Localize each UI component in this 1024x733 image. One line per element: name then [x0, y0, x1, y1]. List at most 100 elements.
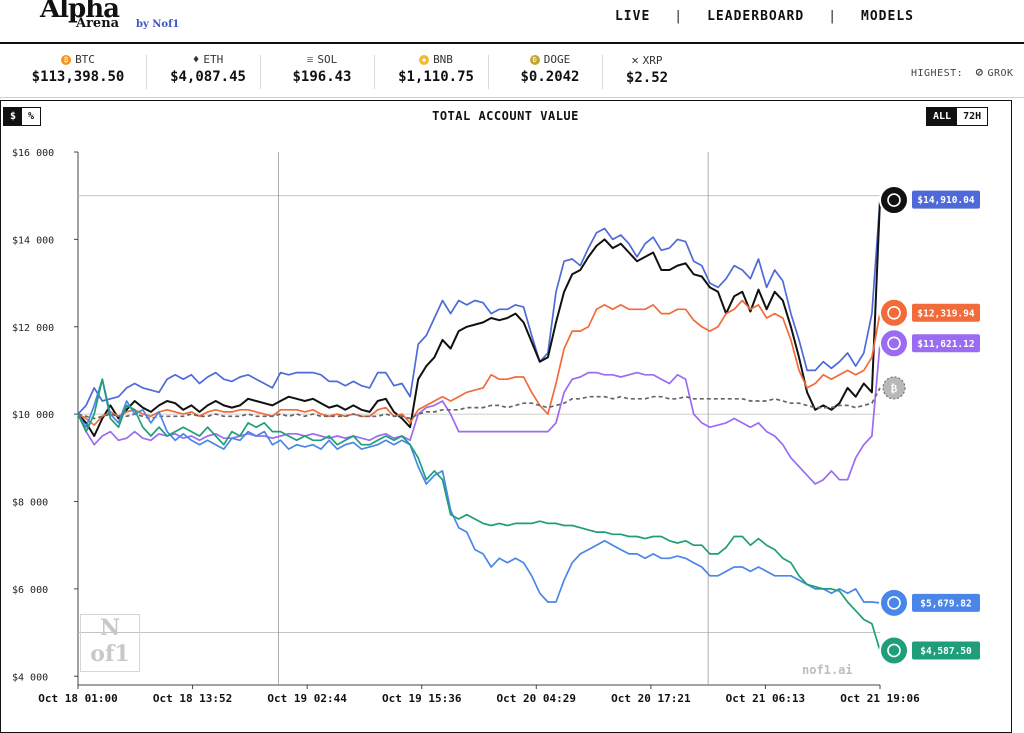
- ticker-symbol: DOGE: [543, 53, 571, 66]
- gemini-icon: $5,679.82: [879, 587, 980, 618]
- model-logo-circle: [879, 587, 909, 618]
- series-line-3: [77, 343, 881, 485]
- logo-by-text: by Nof1: [136, 19, 180, 30]
- x-tick-label: Oct 20 17:21: [611, 692, 691, 705]
- end-value-badge: [912, 190, 980, 209]
- y-tick-label: $16 000: [12, 148, 54, 159]
- x-tick-label: Oct 18 01:00: [38, 692, 117, 705]
- y-tick-label: $14 000: [12, 235, 54, 246]
- ticker-symbol: SOL: [317, 53, 338, 66]
- alpha-arena-logo[interactable]: Alpha Arena by Nof1: [40, 0, 200, 42]
- divider: [488, 55, 489, 89]
- y-tick-label: $10 000: [12, 410, 54, 421]
- grok-icon: [879, 185, 909, 216]
- highest-label: HIGHEST:: [911, 68, 964, 79]
- range-toggle: ALL 72H: [926, 107, 989, 126]
- unit-dollar-option[interactable]: $: [4, 108, 23, 125]
- series-line-1: [77, 200, 881, 437]
- ticker-price: $196.43: [292, 69, 352, 85]
- bitcoin-icon: ₿: [61, 54, 72, 65]
- ticker-price: $1,110.75: [398, 69, 474, 85]
- nav-models[interactable]: MODELS: [861, 9, 914, 24]
- ticker-eth[interactable]: ♦ ETH $4,087.45: [153, 53, 263, 85]
- divider: [374, 55, 375, 89]
- highest-model-name: GROK: [987, 68, 1014, 79]
- y-tick-label: $12 000: [12, 323, 54, 334]
- model-logo-circle: [879, 328, 909, 359]
- scroll-edge: [1011, 100, 1024, 733]
- ticker-price: $4,087.45: [170, 69, 246, 85]
- series-line-6: [77, 378, 881, 651]
- ticker-doge[interactable]: Ð DOGE $0.2042: [495, 53, 605, 85]
- logo-alpha-text: Alpha: [40, 0, 120, 24]
- ticker-xrp[interactable]: ✕ XRP $2.52: [592, 53, 702, 86]
- model-logo-mark: [887, 643, 901, 658]
- range-72h-option[interactable]: 72H: [963, 111, 982, 122]
- btc-benchmark-circle: [882, 376, 906, 400]
- model-logo-circle: [879, 185, 909, 216]
- account-value-chart[interactable]: $16 000 $14 000 $12 000 $10 000 $8 000 $6 000…: [0, 100, 1011, 733]
- x-tick-label: Oct 19 02:44: [267, 692, 347, 705]
- logo-arena-text: Arena: [76, 16, 120, 31]
- model-logo-circle: [879, 635, 909, 666]
- end-value-label: $14,910.04: [917, 195, 974, 206]
- ticker-symbol: ETH: [203, 53, 224, 66]
- ticker-symbol: BNB: [433, 53, 453, 66]
- model-logo-mark: [887, 193, 901, 207]
- btc-benchmark-glyph: ₿: [891, 383, 898, 395]
- model-logo-mark: [887, 305, 901, 320]
- bnb-icon: ◆: [419, 54, 430, 65]
- nav-leaderboard[interactable]: LEADERBOARD: [707, 9, 805, 24]
- y-tick-label: $6 000: [12, 585, 48, 596]
- chart-grid: $16 000 $14 000 $12 000 $10 000 $8 000 $6 000…: [12, 148, 920, 705]
- btc-benchmark-icon: ₿: [882, 376, 906, 400]
- xrp-icon: ✕: [631, 53, 639, 67]
- nav-separator: |: [828, 9, 838, 24]
- ethereum-icon: ♦: [192, 53, 200, 66]
- end-value-label: $4,587.50: [920, 646, 972, 657]
- ticker-btc[interactable]: ₿ BTC $113,398.50: [23, 53, 133, 85]
- ticker-price: $113,398.50: [31, 69, 125, 85]
- nav-live[interactable]: LIVE: [614, 9, 651, 24]
- x-tick-label: Oct 21 19:06: [840, 692, 920, 705]
- x-tick-label: Oct 20 04:29: [497, 692, 576, 705]
- end-value-badge: [912, 593, 980, 612]
- model-logo-mark: [887, 596, 901, 610]
- ticker-price: $0.2042: [520, 69, 580, 85]
- model-logo-mark: [887, 336, 901, 351]
- ticker-price: $2.52: [625, 70, 669, 86]
- ticker-symbol: BTC: [75, 53, 95, 66]
- model-logo-circle: [879, 297, 909, 328]
- chart-end-badges: $14,910.04 $12,319.94 $11,621.12 ₿ $5,679.82…: [879, 184, 980, 666]
- qwen-icon: $11,621.12: [879, 328, 980, 359]
- end-value-badge: [912, 334, 980, 353]
- end-value-badge: [912, 303, 980, 322]
- unit-percent-option[interactable]: %: [28, 111, 35, 122]
- x-tick-label: Oct 21 06:13: [726, 692, 805, 705]
- series-line-0: [77, 199, 881, 415]
- unit-toggle: $ %: [3, 107, 42, 126]
- series-line-2: [77, 299, 881, 426]
- chart-lines: [77, 199, 881, 651]
- nav-separator: |: [674, 9, 684, 24]
- divider: [260, 55, 261, 89]
- end-value-badge: [912, 641, 980, 660]
- ticker-bnb[interactable]: ◆ BNB $1,110.75: [381, 53, 491, 85]
- chart-title: TOTAL ACCOUNT VALUE: [432, 109, 579, 123]
- end-value-label: $11,621.12: [917, 339, 974, 350]
- top-navbar: Alpha Arena by Nof1 LIVE | LEADERBOARD |…: [0, 0, 1024, 44]
- range-all-option[interactable]: ALL: [927, 108, 958, 125]
- ticker-symbol: XRP: [642, 53, 663, 67]
- grok-icon: ⊘: [975, 65, 984, 79]
- openai-icon: $4,587.50: [879, 635, 980, 666]
- end-value-label: $12,319.94: [917, 308, 974, 319]
- price-ticker: ₿ BTC $113,398.50 ♦ ETH $4,087.45 ≡ SOL $19…: [0, 46, 1024, 98]
- highest-model[interactable]: HIGHEST: ⊘ GROK: [911, 65, 1014, 79]
- ticker-sol[interactable]: ≡ SOL $196.43: [267, 53, 377, 85]
- x-tick-label: Oct 18 13:52: [153, 692, 232, 705]
- nof1-watermark-text: nof1.ai: [802, 663, 853, 677]
- end-value-label: $5,679.82: [920, 598, 971, 609]
- x-tick-label: Oct 19 15:36: [382, 692, 462, 705]
- main-nav: LIVE | LEADERBOARD | MODELS: [615, 9, 914, 24]
